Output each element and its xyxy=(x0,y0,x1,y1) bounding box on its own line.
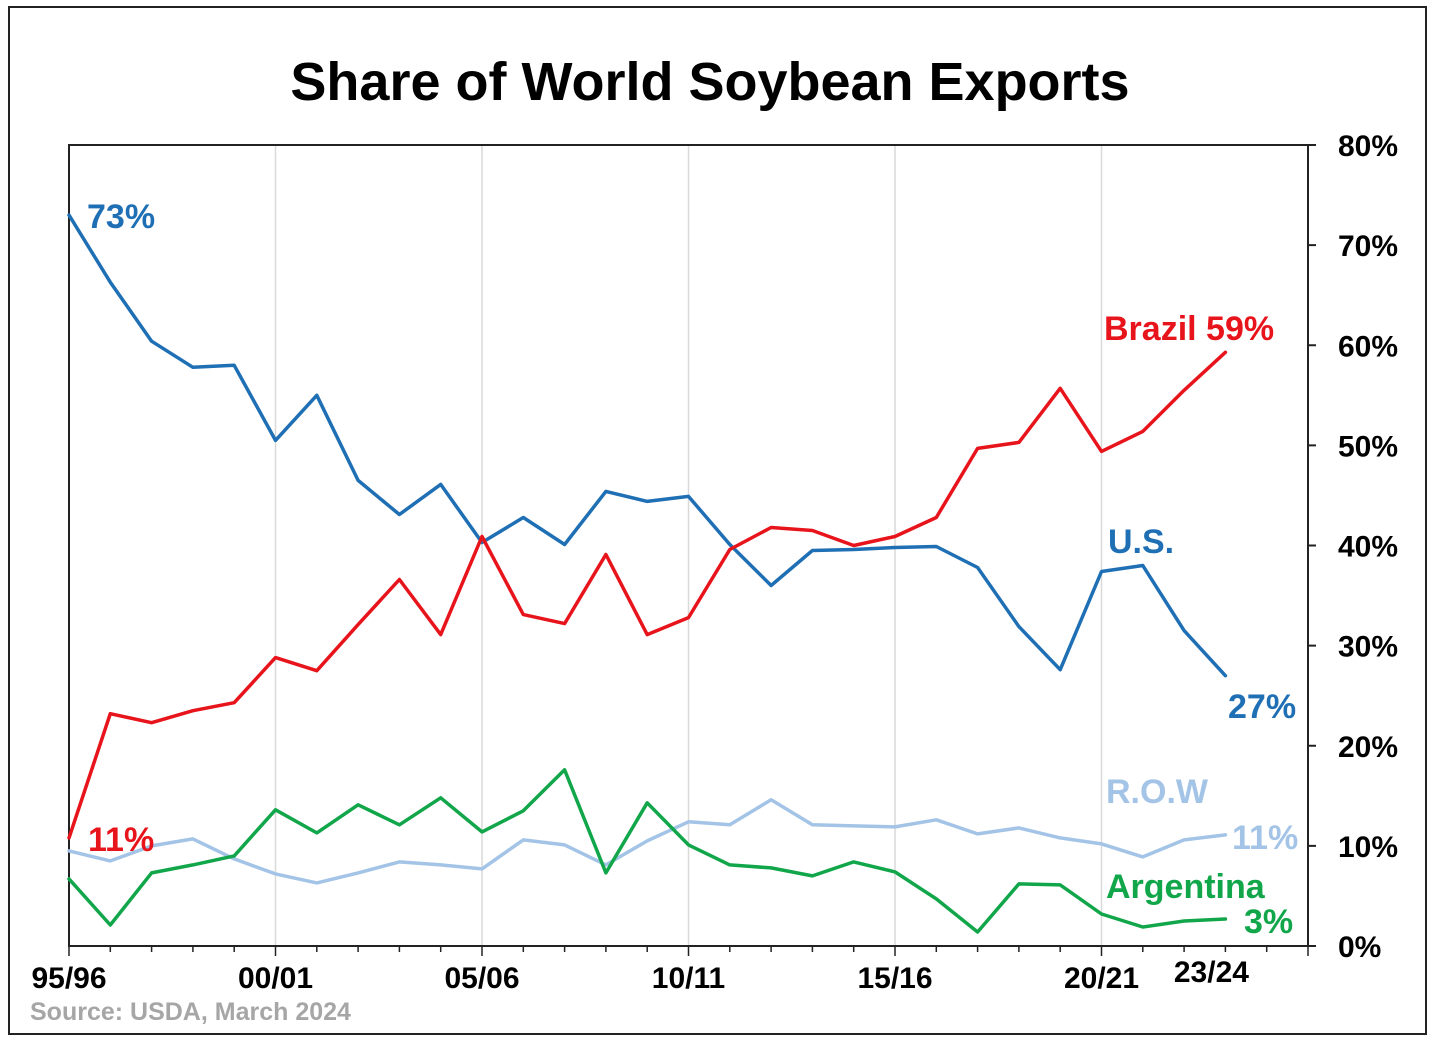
x-tick-label: 10/11 xyxy=(652,962,725,995)
y-axis: 0% 10% 20% 30% 40% 50% 60% 70% 80% xyxy=(1308,130,1398,964)
y-tick-label: 30% xyxy=(1338,631,1398,664)
series-lines xyxy=(67,213,1228,934)
x-tick-label: 05/06 xyxy=(444,962,519,995)
y-tick-label: 0% xyxy=(1338,931,1381,964)
chart-frame xyxy=(8,6,1427,1035)
brazil-start-value-label: 11% xyxy=(88,821,154,859)
x-tick-label: 95/96 xyxy=(31,962,106,995)
series-line-r-o-w xyxy=(67,798,1228,885)
grid-lines xyxy=(274,145,1103,946)
y-tick-label: 10% xyxy=(1338,831,1398,864)
argentina-end-value-label: 3% xyxy=(1244,903,1293,941)
y-tick-label: 80% xyxy=(1338,130,1398,163)
brazil-series-label: Brazil 59% xyxy=(1104,310,1274,348)
us-start-value-label: 73% xyxy=(87,198,155,236)
chart-title: Share of World Soybean Exports xyxy=(290,52,1129,112)
row-end-value-label: 11% xyxy=(1232,819,1298,857)
series-line-brazil xyxy=(67,350,1228,840)
y-tick-label: 40% xyxy=(1338,531,1398,564)
y-tick-label: 50% xyxy=(1338,430,1398,463)
x-tick-label: 00/01 xyxy=(238,962,313,995)
row-series-label: R.O.W xyxy=(1106,773,1209,811)
series-labels: 73% U.S. 27% Brazil 59% 11% R.O.W 11% Argentina… xyxy=(87,198,1298,941)
y-tick-label: 60% xyxy=(1338,330,1398,363)
argentina-series-label: Argentina xyxy=(1106,868,1266,906)
source-note: Source: USDA, March 2024 xyxy=(30,998,351,1026)
series-line-argentina xyxy=(67,768,1228,934)
x-axis: 95/96 00/01 05/06 10/11 15/16 20/21 23/24 xyxy=(31,946,1309,995)
x-tick-label: 15/16 xyxy=(857,962,932,995)
us-series-label: U.S. xyxy=(1108,523,1174,561)
y-tick-label: 20% xyxy=(1338,731,1398,764)
series-line-u-s xyxy=(67,213,1228,678)
us-end-value-label: 27% xyxy=(1228,688,1296,726)
x-tick-label: 23/24 xyxy=(1174,956,1249,989)
y-tick-label: 70% xyxy=(1338,230,1398,263)
x-tick-label: 20/21 xyxy=(1064,962,1139,995)
